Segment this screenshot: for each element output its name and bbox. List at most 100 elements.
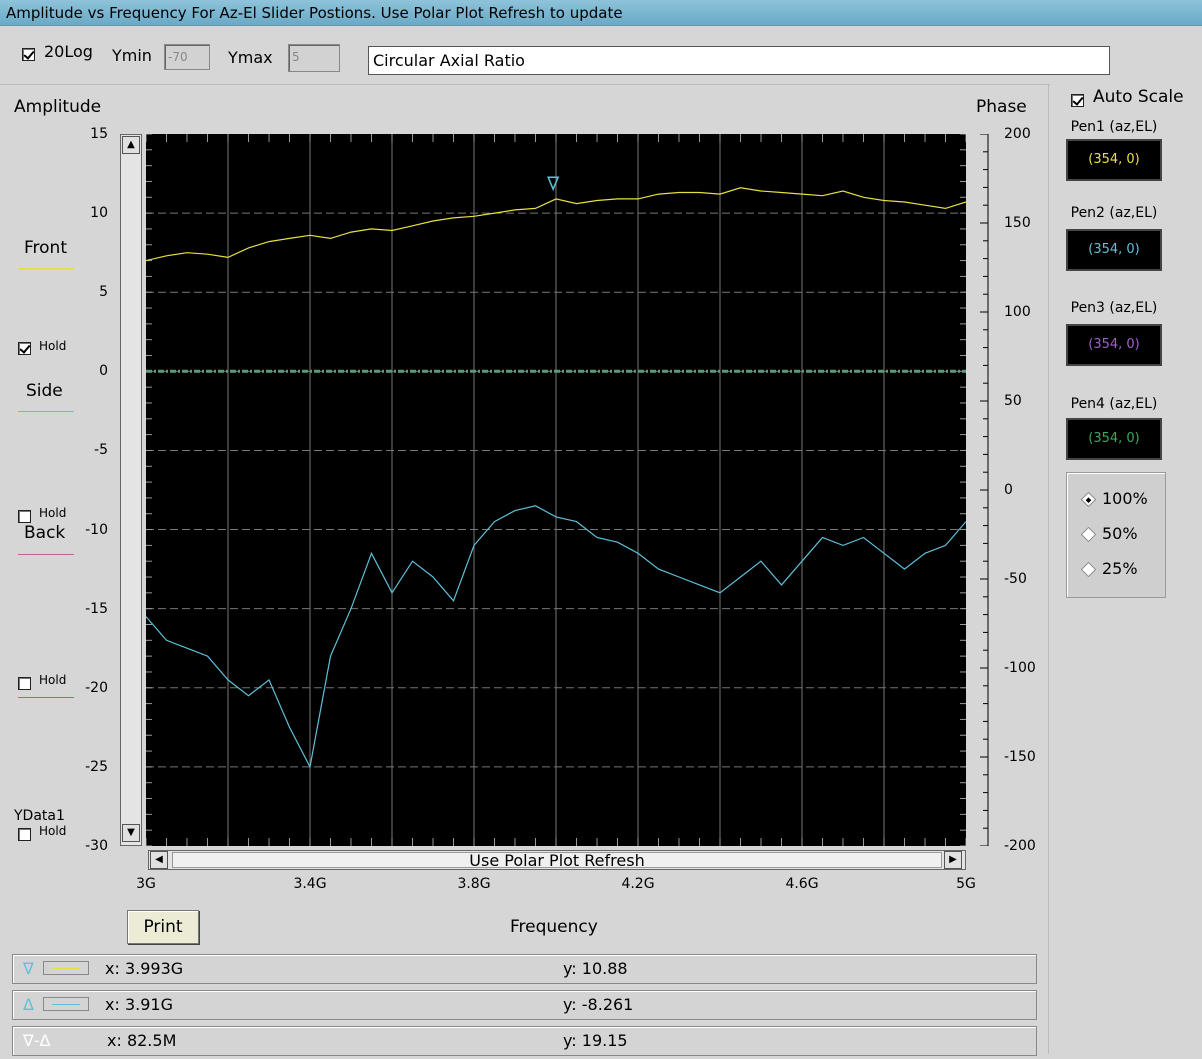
amplitude-tick-label: -10 xyxy=(85,521,108,538)
legend-side-label: Side xyxy=(26,381,63,401)
amplitude-tick-label: 5 xyxy=(99,284,108,301)
amplitude-frequency-plot[interactable] xyxy=(146,134,966,846)
zoom-option-100[interactable]: 100% xyxy=(1080,489,1148,508)
hold-checkbox-3-box[interactable] xyxy=(18,677,31,690)
hold-checkbox-2[interactable] xyxy=(18,506,31,525)
amplitude-tick-label: -20 xyxy=(85,679,108,696)
zoom-option-25[interactable]: 25% xyxy=(1080,559,1138,578)
cursor-delta-icon: ∇-Δ xyxy=(23,1031,51,1050)
pen2-label: Pen2 (az,EL) xyxy=(1070,205,1158,221)
log-checkbox-box[interactable] xyxy=(22,48,35,61)
amplitude-tick-label: -25 xyxy=(85,758,108,775)
pen4-value[interactable]: (354, 0) xyxy=(1066,418,1162,460)
ymax-label: Ymax xyxy=(228,48,273,67)
legend-front-swatch xyxy=(18,268,74,270)
zoom-option-50-label: 50% xyxy=(1102,524,1138,543)
vertical-scrollbar[interactable] xyxy=(120,134,142,846)
amplitude-tick-label: 10 xyxy=(90,205,108,222)
phase-tick-label: 200 xyxy=(1004,126,1031,142)
scrollbar-label: Use Polar Plot Refresh xyxy=(469,851,645,870)
cursor-1-y: y: 10.88 xyxy=(563,959,628,978)
ymin-label: Ymin xyxy=(112,46,152,65)
radio-icon[interactable] xyxy=(1080,526,1097,543)
frequency-tick-label: 5G xyxy=(956,876,976,892)
phase-tick-label: -150 xyxy=(1004,749,1036,765)
trace-front-line xyxy=(146,187,966,262)
scrollbar-thumb[interactable]: Use Polar Plot Refresh xyxy=(172,851,942,870)
frequency-axis-title: Frequency xyxy=(510,917,598,937)
legend-side-swatch xyxy=(18,411,74,412)
zoom-option-100-label: 100% xyxy=(1102,489,1148,508)
cursor-row-1: ∇ x: 3.993G y: 10.88 xyxy=(12,954,1037,984)
measure-field[interactable]: Circular Axial Ratio xyxy=(368,46,1110,75)
hold-label-3: Hold xyxy=(39,673,67,687)
amplitude-tick-label: -5 xyxy=(94,442,108,459)
scroll-down-icon[interactable]: ▼ xyxy=(122,824,140,842)
hold-checkbox-4[interactable] xyxy=(18,824,31,843)
cursor-2-swatch-box xyxy=(43,997,89,1011)
cursor-delta-y: y: 19.15 xyxy=(563,1031,628,1050)
amplitude-tick-label: -30 xyxy=(85,838,108,854)
phase-tick-label: -100 xyxy=(1004,660,1036,676)
hold-checkbox-1-box[interactable] xyxy=(18,342,31,355)
pen1-value[interactable]: (354, 0) xyxy=(1066,139,1162,181)
zoom-radio-group: 100% 50% 25% xyxy=(1066,472,1166,598)
phase-tick-label: 50 xyxy=(1004,393,1022,409)
cursor-1-icon: ∇ xyxy=(23,959,34,978)
scroll-right-icon[interactable]: ▶ xyxy=(944,851,962,869)
plot-markers xyxy=(547,176,560,192)
cursor-marker-icon xyxy=(547,176,560,192)
frequency-tick-label: 3.8G xyxy=(457,876,491,892)
cursor-2-icon: Δ xyxy=(23,995,34,1014)
ydata-label: YData1 xyxy=(14,808,65,824)
phase-tick-label: -200 xyxy=(1004,838,1036,854)
pen3-value[interactable]: (354, 0) xyxy=(1066,324,1162,366)
cursor-row-3: ∇-Δ x: 82.5M y: 19.15 xyxy=(12,1026,1037,1056)
right-panel-divider xyxy=(1048,84,1049,1054)
hold-checkbox-3[interactable] xyxy=(18,673,31,692)
phase-tick-label: 100 xyxy=(1004,304,1031,320)
auto-scale-label: Auto Scale xyxy=(1093,87,1184,107)
phase-tick-label: 150 xyxy=(1004,215,1031,231)
amplitude-axis-title: Amplitude xyxy=(14,97,102,117)
amplitude-tick-label: 15 xyxy=(90,126,108,142)
scroll-up-icon[interactable]: ▲ xyxy=(122,136,140,154)
legend-back-label: Back xyxy=(24,523,66,543)
amplitude-tick-label: 0 xyxy=(99,363,108,380)
pen1-label: Pen1 (az,EL) xyxy=(1070,119,1158,135)
pen2-value[interactable]: (354, 0) xyxy=(1066,229,1162,271)
cursor-2-x: x: 3.91G xyxy=(105,995,173,1014)
zoom-option-50[interactable]: 50% xyxy=(1080,524,1138,543)
auto-scale-checkbox[interactable] xyxy=(1071,90,1084,109)
hold-label-4: Hold xyxy=(39,824,67,838)
frequency-tick-label: 4.6G xyxy=(785,876,819,892)
legend-fourth-swatch xyxy=(18,697,74,698)
trace-side-line xyxy=(146,505,966,769)
hold-checkbox-4-box[interactable] xyxy=(18,828,31,841)
print-button[interactable]: Print xyxy=(127,910,199,944)
phase-axis-title: Phase xyxy=(976,97,1027,117)
hold-checkbox-2-box[interactable] xyxy=(18,510,31,523)
cursor-1-x: x: 3.993G xyxy=(105,959,184,978)
ymax-field[interactable]: 5 xyxy=(288,44,340,72)
frequency-tick-label: 4.2G xyxy=(621,876,655,892)
log-checkbox[interactable] xyxy=(22,44,35,63)
phase-tick-label: -50 xyxy=(1004,571,1027,587)
hold-label-1: Hold xyxy=(39,339,67,353)
legend-front-label: Front xyxy=(24,238,67,258)
hold-checkbox-1[interactable] xyxy=(18,338,31,357)
window-title: Amplitude vs Frequency For Az-El Slider … xyxy=(0,0,1202,26)
scroll-left-icon[interactable]: ◀ xyxy=(150,851,168,869)
phase-axis xyxy=(980,134,989,846)
cursor-2-y: y: -8.261 xyxy=(563,995,634,1014)
radio-icon[interactable] xyxy=(1080,561,1097,578)
zoom-option-25-label: 25% xyxy=(1102,559,1138,578)
pen4-label: Pen4 (az,EL) xyxy=(1070,396,1158,412)
cursor-1-swatch xyxy=(52,968,80,969)
auto-scale-checkbox-box[interactable] xyxy=(1071,94,1084,107)
radio-selected-icon[interactable] xyxy=(1080,491,1097,508)
ymin-field[interactable]: -70 xyxy=(164,44,210,70)
log-label: 20Log xyxy=(44,42,93,61)
frequency-tick-label: 3G xyxy=(136,876,156,892)
legend-back-swatch xyxy=(18,554,74,555)
